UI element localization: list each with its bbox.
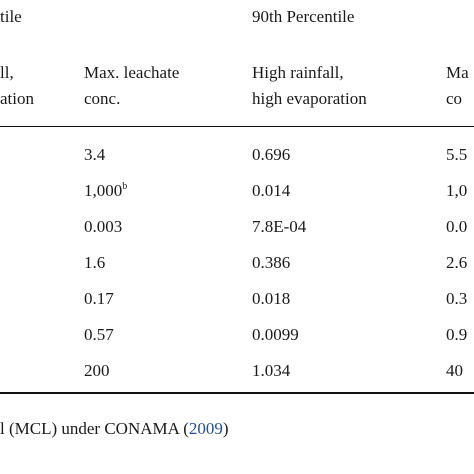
col-header-high-rainfall-line-1: High rainfall, (252, 63, 344, 82)
cell-col-4: 1,0 (446, 181, 468, 200)
cell-max-leachate: 0.57 (84, 325, 114, 344)
cell-col-4: 0.0 (446, 217, 468, 236)
cell-col-4: 5.5 (446, 145, 468, 164)
cell-value: 1,000 (84, 181, 123, 200)
table-bottom-rule (0, 392, 474, 394)
cell-col-4: 0.9 (446, 325, 468, 344)
cell-high-rainfall: 0.0099 (252, 325, 299, 344)
col-header-max-leachate-line-1: Max. leachate (84, 63, 180, 82)
cell-col-4: 0.3 (446, 289, 468, 308)
cell-high-rainfall: 0.018 (252, 289, 291, 308)
table-footnote: l (MCL) under CONAMA (2009) (0, 419, 229, 439)
col-header-1-line-1: ll, (0, 63, 14, 82)
group-header-left: tile (0, 7, 22, 26)
group-header-90th-percentile: 90th Percentile (252, 7, 355, 26)
cell-max-leachate: 200 (84, 361, 110, 380)
citation-link[interactable]: 2009 (188, 419, 223, 438)
header-rule (0, 126, 474, 127)
cell-high-rainfall: 0.696 (252, 145, 291, 164)
col-header-4-line-2: co (446, 89, 463, 108)
cell-col-4: 40 (446, 361, 463, 380)
col-header-1-line-2: ation (0, 89, 34, 108)
cell-max-leachate: 0.003 (84, 217, 123, 236)
col-header-max-leachate-line-2: conc. (84, 89, 121, 108)
col-header-4-line-1: Ma (446, 63, 469, 82)
col-header-high-rainfall-line-2: high evaporation (252, 89, 367, 108)
cell-max-leachate: 3.4 (84, 145, 106, 164)
cell-max-leachate: 1.6 (84, 253, 106, 272)
cell-high-rainfall: 7.8E-04 (252, 217, 307, 236)
footnote-close: ) (222, 419, 229, 438)
cell-col-4: 2.6 (446, 253, 468, 272)
footnote-marker: b (122, 181, 128, 192)
cell-max-leachate: 0.17 (84, 289, 114, 308)
cell-high-rainfall: 0.014 (252, 181, 291, 200)
cell-high-rainfall: 1.034 (252, 361, 291, 380)
cell-max-leachate: 1,000b (84, 181, 127, 201)
cell-high-rainfall: 0.386 (252, 253, 291, 272)
footnote-text: l (MCL) under CONAMA ( (0, 419, 189, 438)
